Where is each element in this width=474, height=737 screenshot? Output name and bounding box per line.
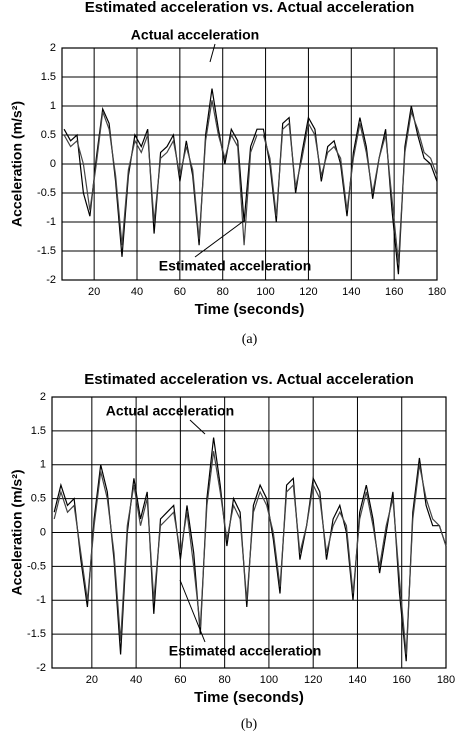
y-tick-label: 0.5: [31, 493, 46, 505]
y-tick-label: 1.5: [41, 71, 56, 83]
x-axis-label: Time (seconds): [194, 689, 304, 706]
y-tick-label: 1: [40, 459, 46, 471]
x-tick-label: 140: [342, 286, 360, 298]
y-tick-label: -1.5: [27, 628, 46, 640]
annotation-arrow: [194, 219, 246, 258]
y-tick-label: 2: [50, 42, 56, 54]
x-tick-label: 40: [131, 286, 143, 298]
y-tick-label: 0: [40, 526, 46, 538]
x-tick-label: 160: [385, 286, 403, 298]
y-tick-label: 1.5: [31, 425, 46, 437]
annotation: Actual acceleration: [131, 27, 259, 43]
y-tick-label: -1: [46, 216, 56, 228]
y-tick-label: -1: [36, 594, 46, 606]
x-tick-label: 40: [130, 674, 142, 686]
x-tick-label: 20: [86, 674, 98, 686]
x-tick-label: 20: [88, 286, 100, 298]
annotation: Estimated acceleration: [169, 643, 322, 659]
caption: (a): [242, 332, 258, 347]
chart-title: Estimated acceleration vs. Actual accele…: [85, 0, 415, 16]
x-tick-label: 80: [219, 674, 231, 686]
annotation: Estimated acceleration: [159, 258, 312, 274]
series-line: [63, 88, 438, 275]
y-tick-label: -0.5: [37, 187, 56, 199]
y-tick-label: -1.5: [37, 245, 56, 257]
x-tick-label: 160: [393, 674, 411, 686]
x-tick-label: 60: [174, 286, 186, 298]
x-tick-label: 180: [437, 674, 455, 686]
y-tick-label: 1: [50, 100, 56, 112]
y-tick-label: -2: [46, 274, 56, 286]
annotation-arrow: [189, 419, 206, 435]
y-axis-label: Acceleration (m/s²): [9, 469, 25, 595]
chart-title: Estimated acceleration vs. Actual accele…: [84, 371, 414, 388]
annotation-arrow: [179, 579, 206, 643]
x-axis-label: Time (seconds): [195, 301, 305, 318]
y-tick-label: 0: [50, 158, 56, 170]
y-tick-label: 0.5: [41, 129, 56, 141]
x-tick-label: 140: [348, 674, 366, 686]
x-tick-label: 60: [174, 674, 186, 686]
x-tick-label: 100: [256, 286, 274, 298]
x-tick-label: 180: [428, 286, 446, 298]
x-tick-label: 80: [217, 286, 229, 298]
y-tick-label: 2: [40, 391, 46, 403]
x-tick-label: 120: [304, 674, 322, 686]
annotation-arrow: [209, 43, 216, 63]
annotation: Actual acceleration: [106, 403, 234, 419]
y-tick-label: -0.5: [27, 560, 46, 572]
x-tick-label: 120: [299, 286, 317, 298]
series-line: [53, 451, 447, 655]
series-line: [63, 100, 438, 263]
x-tick-label: 100: [260, 674, 278, 686]
y-axis-label: Acceleration (m/s²): [9, 101, 25, 227]
y-tick-label: -2: [36, 662, 46, 674]
caption: (b): [241, 717, 258, 732]
